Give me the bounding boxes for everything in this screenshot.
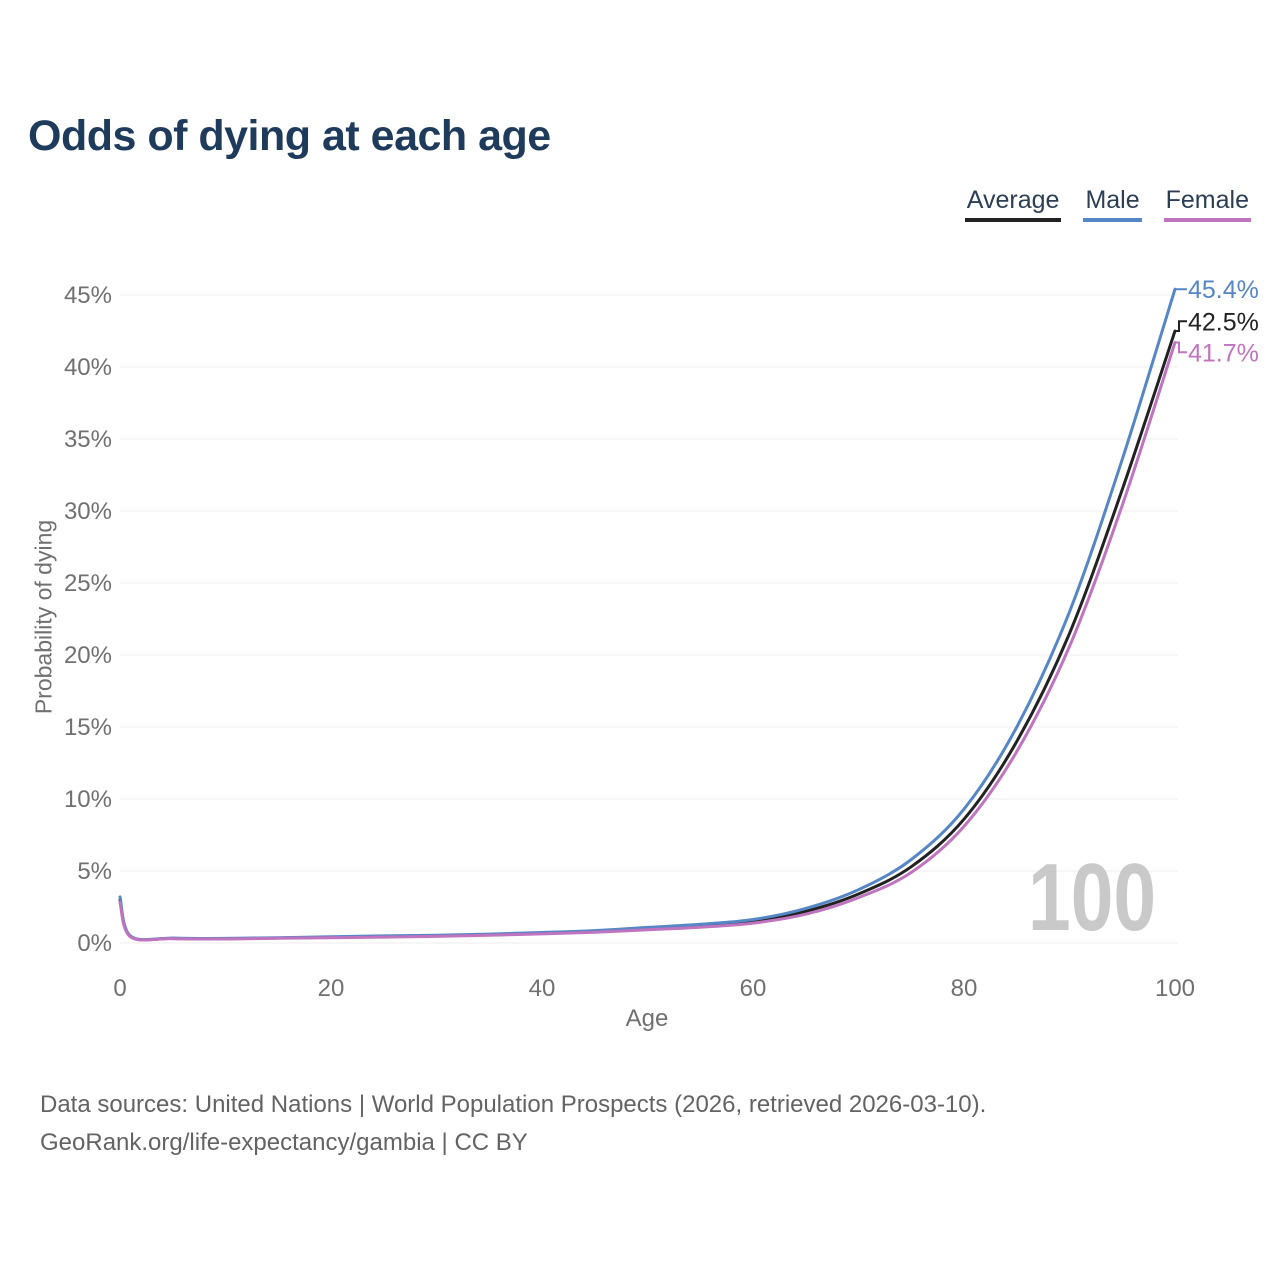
footer-attribution: GeoRank.org/life-expectancy/gambia | CC … (40, 1129, 528, 1156)
x-tick-label: 100 (1155, 975, 1195, 1002)
y-tick-label: 0% (77, 930, 112, 957)
x-tick-label: 0 (113, 975, 126, 1002)
footer: Data sources: United Nations | World Pop… (40, 1086, 986, 1162)
y-tick-label: 25% (64, 570, 112, 597)
hover-age-watermark: 100 (1028, 844, 1157, 951)
legend-label-average: Average (966, 186, 1060, 214)
y-tick-label: 20% (64, 642, 112, 669)
footer-data-sources: Data sources: United Nations | World Pop… (40, 1091, 987, 1118)
y-tick-label: 35% (64, 426, 112, 453)
legend-item-female[interactable]: Female (1163, 186, 1251, 222)
legend-item-average[interactable]: Average (964, 186, 1062, 222)
y-tick-label: 40% (64, 354, 112, 381)
x-tick-label: 80 (951, 975, 978, 1002)
x-tick-label: 20 (318, 975, 345, 1002)
y-tick-label: 10% (64, 786, 112, 813)
end-label-connector (1176, 320, 1187, 332)
x-tick-label: 60 (740, 975, 767, 1002)
series-end-label-male: 45.4% (1188, 276, 1259, 304)
y-tick-label: 30% (64, 498, 112, 525)
series-line-male[interactable] (118, 287, 1177, 942)
series-end-label-female: 41.7% (1188, 339, 1259, 367)
y-tick-label: 15% (64, 714, 112, 741)
legend-label-female: Female (1165, 186, 1249, 214)
legend: Average Male Female (964, 186, 1251, 222)
end-label-connector (1176, 341, 1187, 354)
x-axis-label: Age (625, 1005, 669, 1032)
legend-item-male[interactable]: Male (1083, 186, 1142, 222)
y-axis-label: Probability of dying (30, 519, 57, 715)
series-line-female[interactable] (118, 341, 1177, 942)
series-line-average[interactable] (118, 329, 1177, 942)
y-tick-label: 5% (77, 858, 112, 885)
chart-title: Odds of dying at each age (28, 112, 551, 160)
y-tick-label: 45% (64, 282, 112, 309)
series-end-label-average: 42.5% (1188, 308, 1259, 336)
x-tick-label: 40 (529, 975, 556, 1002)
legend-label-male: Male (1085, 186, 1140, 214)
